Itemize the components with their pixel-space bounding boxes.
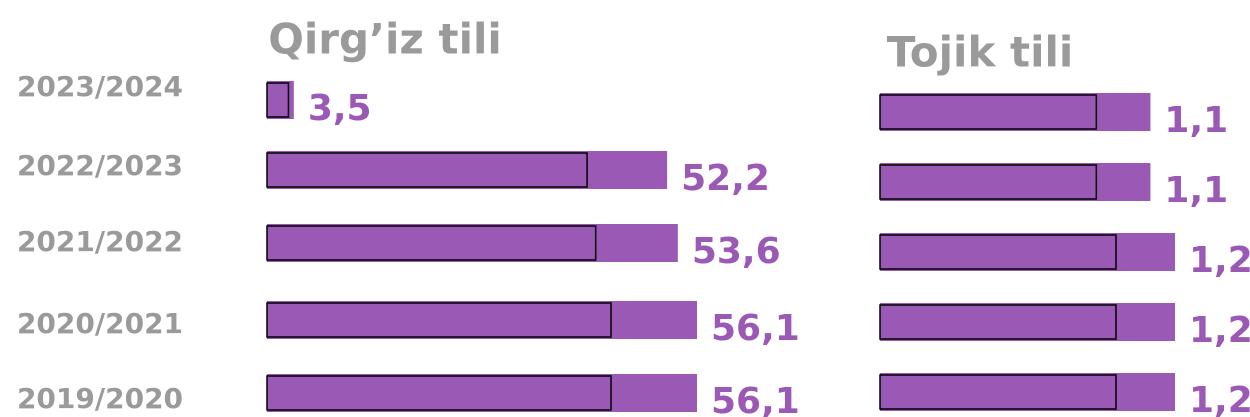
bar-outline [879, 164, 1098, 200]
bar-outline [879, 304, 1117, 340]
bar-outline [879, 94, 1098, 130]
value-label: 1,1 [1164, 170, 1228, 211]
chart-title: Tojik tili [887, 28, 1074, 77]
bar [267, 374, 697, 412]
bar-outline [879, 374, 1117, 410]
bar [880, 303, 1175, 341]
bar-outline [266, 225, 597, 261]
value-label: 56,1 [711, 308, 800, 349]
bar-outline [266, 82, 290, 118]
category-label: 2020/2021 [17, 307, 183, 340]
bar [880, 93, 1151, 131]
value-label: 1,1 [1164, 100, 1228, 141]
bar [267, 81, 294, 119]
value-label: 56,1 [711, 381, 800, 417]
bar-outline [266, 375, 612, 411]
bar-outline [266, 302, 612, 338]
value-label: 3,5 [308, 88, 372, 129]
bar [880, 373, 1175, 411]
bar [267, 151, 668, 189]
bar-outline [266, 152, 588, 188]
value-label: 52,2 [681, 158, 770, 199]
bar [267, 301, 697, 339]
value-label: 53,6 [692, 231, 781, 272]
bar [880, 163, 1151, 201]
bar [267, 224, 678, 262]
bar-outline [879, 234, 1117, 270]
category-label: 2022/2023 [17, 149, 183, 182]
value-label: 1,2 [1189, 380, 1250, 417]
category-label: 2021/2022 [17, 225, 183, 258]
bar [880, 233, 1175, 271]
category-label: 2023/2024 [17, 70, 183, 103]
category-label: 2019/2020 [17, 382, 183, 415]
value-label: 1,2 [1189, 310, 1250, 351]
value-label: 1,2 [1189, 240, 1250, 281]
chart-title: Qirg’iz tili [268, 15, 502, 64]
